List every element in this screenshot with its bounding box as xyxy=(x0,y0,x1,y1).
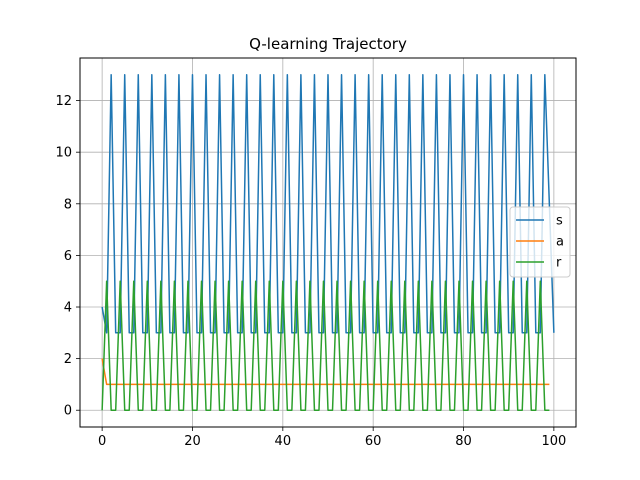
plot-frame xyxy=(79,57,577,428)
legend-box xyxy=(509,206,571,278)
y-tick-label: 10 xyxy=(55,146,72,161)
x-tick-label: 100 xyxy=(541,434,566,449)
legend-label-s: s xyxy=(556,214,563,229)
y-tick-label: 4 xyxy=(64,301,72,316)
legend: sar xyxy=(509,206,571,278)
y-tick-label: 12 xyxy=(55,94,72,109)
x-tick-label: 80 xyxy=(455,434,472,449)
x-tick-label: 20 xyxy=(184,434,201,449)
series-line-a xyxy=(101,358,550,386)
legend-label-r: r xyxy=(556,256,562,271)
y-axis: 0 2 4 6 8 10 12 xyxy=(55,94,80,419)
x-axis: 0 20 40 60 80 100 xyxy=(98,427,566,449)
legend-label-a: a xyxy=(556,235,564,250)
series-group xyxy=(101,74,555,411)
y-tick-label: 0 xyxy=(64,404,72,419)
x-tick-label: 0 xyxy=(98,434,106,449)
chart-title: Q-learning Trajectory xyxy=(249,35,407,53)
y-tick-label: 6 xyxy=(64,249,72,264)
series-line-r xyxy=(101,280,550,411)
x-tick-label: 60 xyxy=(365,434,382,449)
y-tick-label: 2 xyxy=(64,352,72,367)
y-tick-label: 8 xyxy=(64,197,72,212)
series-line-s xyxy=(101,74,555,334)
x-tick-label: 40 xyxy=(275,434,292,449)
